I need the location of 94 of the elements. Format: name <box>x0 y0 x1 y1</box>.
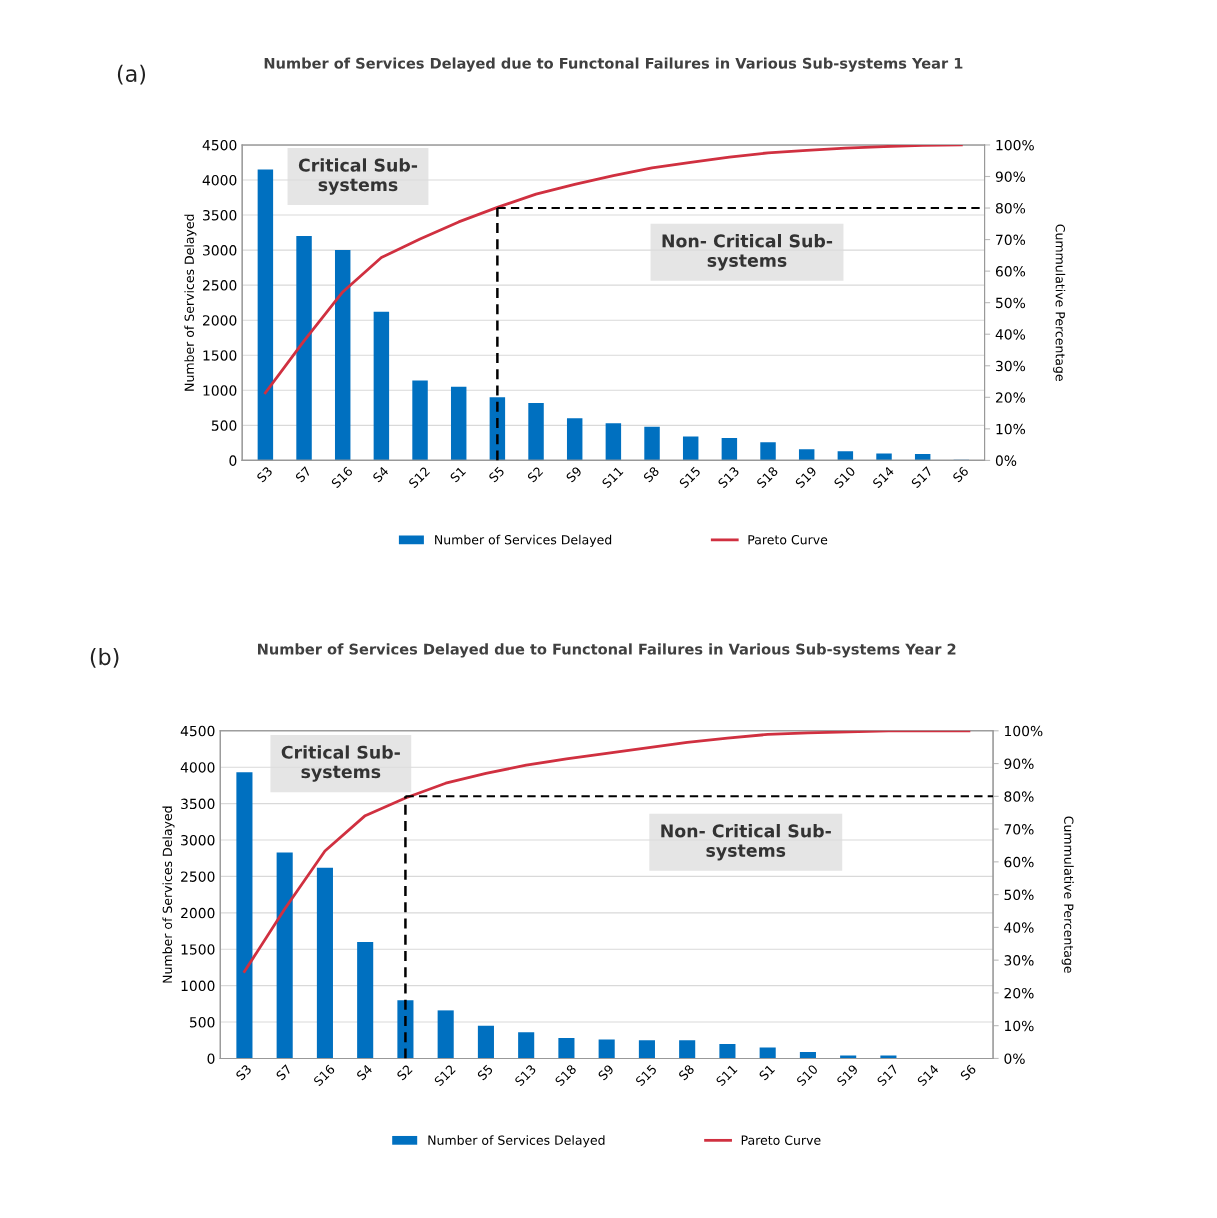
x-tick-label: S5 <box>488 466 505 483</box>
x-tick-label: S2 <box>396 1064 413 1081</box>
x-tick-label: S14 <box>872 465 895 489</box>
y-axis-title: Number of Services Delayed <box>162 806 175 983</box>
x-tick-label: S19 <box>836 1064 859 1087</box>
annotation: Critical Sub- systems <box>281 745 400 782</box>
x-tick-label: S14 <box>916 1063 940 1087</box>
y-tick-label: 3000 <box>203 245 237 256</box>
x-tick-label: S3 <box>235 1064 252 1081</box>
text: (a) <box>117 64 146 85</box>
y2-tick-label: 30% <box>996 360 1026 372</box>
x-tick-label: S5 <box>476 1064 494 1081</box>
y2-tick-label: 60% <box>995 266 1026 277</box>
y2-tick-label: 100% <box>1005 725 1043 737</box>
y2-tick-label: 70% <box>996 234 1026 246</box>
y-tick-label: 4000 <box>202 174 237 186</box>
y-axis-title: Number of Services Delayed <box>184 214 197 391</box>
x-tick-label: S4 <box>372 465 390 483</box>
y2-tick-label: 40% <box>995 329 1026 340</box>
y2-tick-label: 60% <box>1004 856 1034 868</box>
y2-axis-title: Cummulative Percentage <box>1053 224 1066 381</box>
y-tick-label: 0 <box>207 1053 215 1064</box>
x-tick-label: S6 <box>959 1064 977 1081</box>
x-tick-label: S10 <box>833 466 856 489</box>
x-tick-label: S12 <box>433 1064 456 1087</box>
y-tick-label: 2500 <box>202 280 237 291</box>
x-tick-label: S8 <box>642 466 660 483</box>
legend-label: Pareto Curve <box>741 1135 821 1145</box>
y2-tick-label: 90% <box>1004 758 1034 770</box>
y-tick-label: 1000 <box>203 385 237 396</box>
annotation: Non- Critical Sub- systems <box>661 824 831 861</box>
x-tick-label: S19 <box>794 466 818 489</box>
y-tick-label: 4500 <box>202 139 237 151</box>
x-tick-label: S1 <box>449 466 467 483</box>
y-tick-label: 1500 <box>203 350 237 361</box>
y2-tick-label: 0% <box>1004 1053 1025 1064</box>
x-tick-label: S1 <box>758 1064 776 1081</box>
y2-tick-label: 80% <box>1004 791 1034 802</box>
y-tick-label: 3000 <box>181 834 215 846</box>
x-tick-label: S12 <box>408 466 431 489</box>
y-tick-label: 500 <box>189 1017 215 1028</box>
x-tick-label: S11 <box>715 1064 738 1087</box>
chart-title: Number of Services Delayed due to Functonal Failures in Various Sub-systems Year 1 <box>264 57 963 72</box>
y-tick-label: 500 <box>211 420 237 431</box>
x-tick-label: S18 <box>756 466 779 489</box>
y2-tick-label: 80% <box>995 203 1026 214</box>
x-tick-label: S2 <box>526 466 544 483</box>
y2-tick-label: 20% <box>1004 987 1034 999</box>
y-tick-label: 2500 <box>181 871 215 882</box>
legend-label: Number of Services Delayed <box>435 534 612 547</box>
y2-tick-label: 10% <box>1005 1020 1034 1032</box>
x-tick-label: S13 <box>514 1064 537 1087</box>
y-tick-label: 1000 <box>181 980 215 992</box>
y2-tick-label: 0% <box>995 455 1017 466</box>
annotation: Non- Critical Sub- systems <box>662 234 833 271</box>
x-tick-label: S6 <box>952 465 969 483</box>
legend-label: Number of Services Delayed <box>428 1135 605 1148</box>
y2-tick-label: 50% <box>1004 889 1034 901</box>
y-tick-label: 4500 <box>180 725 215 737</box>
annotation: Critical Sub- systems <box>298 158 418 195</box>
x-tick-label: S8 <box>678 1064 695 1081</box>
y2-tick-label: 20% <box>995 392 1026 403</box>
x-tick-label: S4 <box>356 1063 373 1081</box>
y-tick-label: 3500 <box>203 210 237 221</box>
x-tick-label: S7 <box>275 1064 293 1081</box>
x-tick-label: S3 <box>256 466 273 483</box>
x-tick-label: S11 <box>601 466 624 489</box>
x-tick-label: S7 <box>294 466 312 483</box>
y-tick-label: 2000 <box>181 907 215 919</box>
y-tick-label: 3500 <box>181 798 215 810</box>
legend-label: Pareto Curve <box>748 534 828 545</box>
y2-tick-label: 50% <box>996 297 1026 309</box>
x-tick-label: S13 <box>717 466 740 489</box>
y2-tick-label: 40% <box>1004 922 1034 933</box>
chart-title: Number of Services Delayed due to Functonal Failures in Various Sub-systems Year 2 <box>258 643 956 658</box>
y-tick-label: 2000 <box>202 315 237 326</box>
x-tick-label: S9 <box>597 1064 615 1081</box>
y2-tick-label: 70% <box>1004 824 1034 835</box>
y-tick-label: 0 <box>229 455 237 466</box>
x-tick-label: S15 <box>678 466 701 489</box>
x-tick-label: S18 <box>554 1064 577 1087</box>
x-tick-label: S16 <box>312 1064 336 1087</box>
y2-tick-label: 90% <box>995 171 1026 182</box>
x-tick-label: S16 <box>330 465 354 489</box>
y2-tick-label: 100% <box>996 139 1034 151</box>
y-tick-label: 4000 <box>180 762 215 773</box>
y-tick-label: 1500 <box>181 944 215 955</box>
y2-tick-label: 10% <box>996 423 1026 435</box>
text: (b) <box>90 647 119 668</box>
y2-tick-label: 30% <box>1004 955 1034 966</box>
x-tick-label: S10 <box>795 1064 819 1087</box>
y2-axis-title: Cummulative Percentage <box>1061 816 1074 973</box>
x-tick-label: S15 <box>634 1064 658 1087</box>
x-tick-label: S9 <box>565 466 583 483</box>
